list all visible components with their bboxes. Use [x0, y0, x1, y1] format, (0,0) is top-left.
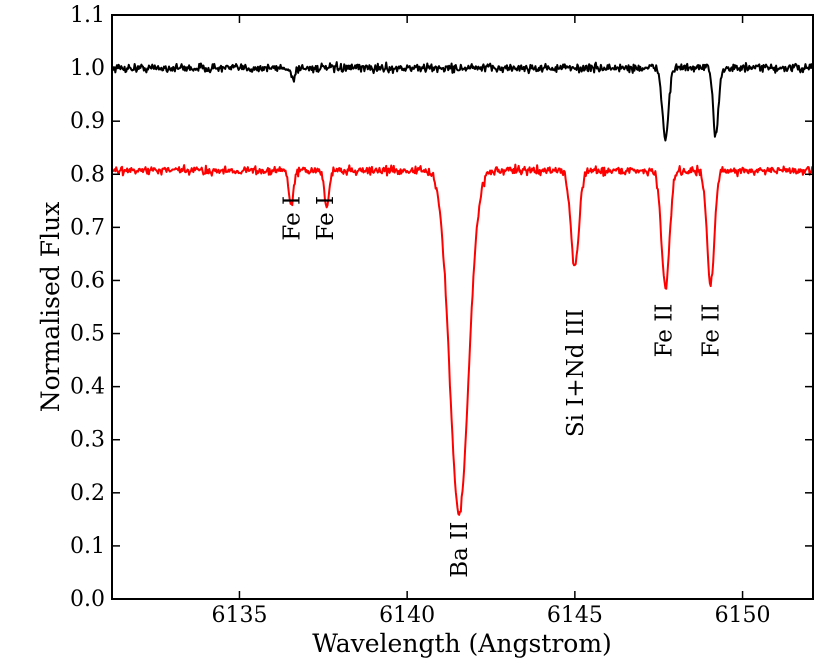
series-line-0 [111, 61, 814, 142]
line-annotation: Si I+Nd III [563, 309, 589, 437]
y-tick-label: 1.1 [70, 3, 105, 28]
y-tick-label: 0.1 [70, 534, 105, 559]
y-tick-label: 0.5 [70, 322, 105, 347]
line-annotations: Fe I Fe I Ba II Si I+Nd III Fe II Fe II [279, 196, 724, 578]
y-tick-label: 0.4 [70, 375, 105, 400]
line-annotation: Fe I [313, 196, 339, 241]
y-axis-label: Normalised Flux [36, 202, 65, 413]
y-tick-label: 0.3 [70, 428, 105, 453]
y-tick-label: 0.2 [70, 481, 105, 506]
axis-ticks: 6135 6140 6145 6150 0.0 0.1 0.2 0.3 0.4 0.5 0.6 0.7… [70, 3, 813, 628]
y-tick-label: 0.7 [70, 215, 105, 240]
y-tick-label: 1.0 [70, 56, 105, 81]
y-tick-label: 0.9 [70, 109, 105, 134]
line-annotation: Ba II [447, 522, 473, 578]
y-tick-label: 0.6 [70, 268, 105, 293]
x-tick-label: 6150 [715, 603, 771, 628]
x-tick-label: 6135 [211, 603, 267, 628]
x-tick-label: 6145 [547, 603, 603, 628]
series-line-1 [111, 163, 814, 516]
x-axis-label: Wavelength (Angstrom) [312, 629, 612, 658]
plot-frame [111, 14, 814, 600]
x-tick-label: 6140 [379, 603, 435, 628]
line-annotation: Fe II [652, 304, 678, 358]
spectrum-lines [111, 61, 814, 516]
line-annotation: Fe I [279, 196, 305, 241]
line-annotation: Fe II [699, 304, 725, 358]
y-tick-label: 0.0 [70, 587, 105, 612]
y-tick-label: 0.8 [70, 162, 105, 187]
